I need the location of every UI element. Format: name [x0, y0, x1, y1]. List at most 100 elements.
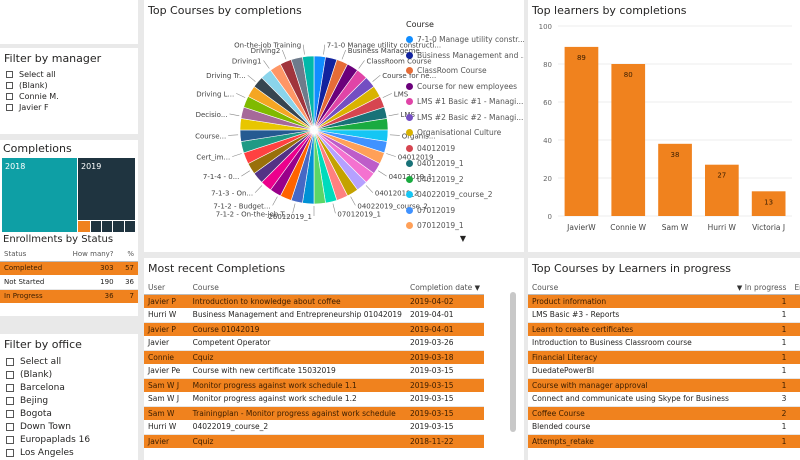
table-row[interactable]: Introduction to Business Classroom cours…: [528, 336, 800, 351]
legend-item[interactable]: LMS #2 Basic #2 - Managi...: [406, 110, 523, 126]
bar[interactable]: [658, 143, 692, 216]
legend-item[interactable]: LMS #1 Basic #1 - Managi...: [406, 94, 523, 110]
legend-item[interactable]: Business Management and ...: [406, 48, 524, 64]
recent-scrollbar[interactable]: [510, 292, 516, 432]
table-row[interactable]: Javier P Course 01042019 2019-04-01: [144, 322, 484, 336]
enroll-col-pct[interactable]: %: [117, 248, 138, 262]
inprog-col-inprogress[interactable]: ▼ In progress: [732, 281, 791, 295]
table-row[interactable]: Attempts_retake13: [528, 434, 800, 448]
legend-item[interactable]: 04022019_course_2: [406, 187, 522, 203]
checkbox[interactable]: [6, 409, 14, 418]
treemap-tile-small-3[interactable]: [102, 221, 112, 232]
table-row[interactable]: Completed 303 57: [0, 261, 138, 275]
recent-col-date[interactable]: Completion date ▼: [405, 281, 484, 295]
slicer-option[interactable]: Connie M.: [0, 91, 138, 102]
legend-item[interactable]: 07012019: [406, 203, 522, 219]
slicer-option[interactable]: (Blank): [0, 80, 138, 91]
table-row[interactable]: LMS Basic #3 - Reports12: [528, 308, 800, 323]
pie-slice-label: 07012019_1: [337, 210, 381, 218]
inprog-col-enrolled[interactable]: Enrolled: [790, 281, 800, 295]
checkbox[interactable]: [6, 396, 14, 405]
treemap-tile-2019[interactable]: 2019: [78, 158, 135, 220]
enroll-col-count[interactable]: How many?: [58, 248, 118, 262]
checkbox[interactable]: [6, 104, 13, 111]
legend-item[interactable]: 04012019: [406, 141, 522, 157]
enrolled-cell: 4: [790, 406, 800, 420]
legend-label: 04022019_course_2: [417, 190, 493, 200]
date-cell: 2019-03-26: [405, 336, 484, 351]
table-row[interactable]: Javier P Introduction to knowledge about …: [144, 294, 484, 308]
table-row[interactable]: Coffee Course24: [528, 406, 800, 420]
table-row[interactable]: Connie Cquiz 2019-03-18: [144, 350, 484, 364]
checkbox[interactable]: [6, 357, 14, 366]
checkbox[interactable]: [6, 383, 14, 392]
slicer-option[interactable]: Down Town: [0, 420, 138, 433]
checkbox[interactable]: [6, 435, 14, 444]
enroll-col-status[interactable]: Status: [0, 248, 59, 262]
bar[interactable]: [705, 164, 739, 216]
pie-leader-line: [247, 74, 256, 82]
table-row[interactable]: Javier Competent Operator 2019-03-26: [144, 336, 484, 351]
table-row[interactable]: DuedatePowerBI13: [528, 364, 800, 379]
slicer-option[interactable]: Barcelona: [0, 381, 138, 394]
treemap-tile-small-1[interactable]: [78, 221, 90, 232]
table-row[interactable]: Connect and communicate using Skype for …: [528, 392, 800, 407]
pie-leader-line: [372, 74, 381, 82]
table-row[interactable]: Course with manager approval13: [528, 378, 800, 392]
checkbox[interactable]: [6, 422, 14, 431]
table-row[interactable]: Not Started 190 36: [0, 275, 138, 290]
course-cell: LMS Basic #3 - Reports: [528, 308, 733, 323]
checkbox[interactable]: [6, 71, 13, 78]
bar[interactable]: [611, 64, 646, 216]
slicer-option[interactable]: Select all: [0, 355, 138, 368]
table-row[interactable]: Javier Pe Course with new certificate 150…: [144, 364, 484, 379]
table-row[interactable]: Sam W J Monitor progress against work sch…: [144, 378, 484, 392]
table-row[interactable]: Product information13: [528, 294, 800, 308]
inprog-col-course[interactable]: Course: [528, 281, 733, 295]
bar[interactable]: [751, 191, 786, 216]
table-row[interactable]: Sam W J Monitor progress against work sch…: [144, 392, 484, 407]
slicer-option[interactable]: Los Angeles: [0, 446, 138, 459]
legend-item[interactable]: 04012019_2: [406, 172, 522, 188]
slicer-option[interactable]: Bejing: [0, 394, 138, 407]
pie-leader-line: [254, 185, 263, 193]
table-row[interactable]: Hurri W Business Management and Entrepren…: [144, 308, 484, 323]
slicer-option[interactable]: Europaplads 16: [0, 433, 138, 446]
legend-item[interactable]: ClassRoom Course: [406, 63, 522, 79]
table-row[interactable]: In Progress 36 7: [0, 289, 138, 303]
table-row[interactable]: Learn to create certificates13: [528, 322, 800, 336]
legend-item[interactable]: 7-1-0 Manage utility constr...: [406, 32, 524, 48]
bar[interactable]: [564, 46, 599, 217]
pie-slice[interactable]: [302, 55, 315, 131]
enrolled-cell: 3: [790, 378, 800, 392]
table-row[interactable]: Javier Cquiz 2018-11-22: [144, 434, 484, 448]
pie-slice-label: 04012019_2: [375, 190, 419, 198]
checkbox[interactable]: [6, 82, 13, 89]
legend-item[interactable]: Course for new employees: [406, 79, 522, 95]
table-row[interactable]: Financial Literacy13: [528, 350, 800, 364]
checkbox[interactable]: [6, 93, 13, 100]
slicer-option[interactable]: (Blank): [0, 368, 138, 381]
pie-slice-label: Driving L...: [196, 90, 234, 98]
legend-item[interactable]: 07012019_1: [406, 218, 522, 234]
slicer-option[interactable]: Select all: [0, 69, 138, 80]
table-row[interactable]: Blended course13: [528, 420, 800, 435]
checkbox[interactable]: [6, 448, 14, 457]
treemap-tile-small-4[interactable]: [113, 221, 124, 232]
treemap-tile-2018[interactable]: 2018: [2, 158, 77, 232]
legend-swatch: [406, 36, 413, 44]
table-row[interactable]: Sam W Trainingplan - Monitor progress aga…: [144, 406, 484, 420]
slicer-option[interactable]: Javier F: [0, 102, 138, 113]
legend-item[interactable]: Organisational Culture: [406, 125, 522, 141]
course-cell: Monitor progress against work schedule 1…: [188, 378, 406, 392]
checkbox[interactable]: [6, 370, 14, 379]
legend-item[interactable]: 04012019_1: [406, 156, 522, 172]
treemap-tile-small-5[interactable]: [125, 221, 135, 232]
slicer-option[interactable]: Bogota: [0, 407, 138, 420]
recent-col-user[interactable]: User: [144, 281, 189, 295]
treemap-tile-small-2[interactable]: [91, 221, 101, 232]
recent-col-course[interactable]: Course: [188, 281, 406, 295]
slicer-option-label: Down Town: [20, 421, 71, 432]
legend-scroll-down-icon[interactable]: ▼: [459, 233, 466, 243]
table-row[interactable]: Hurri W 04022019_course_2 2019-03-15: [144, 420, 484, 435]
